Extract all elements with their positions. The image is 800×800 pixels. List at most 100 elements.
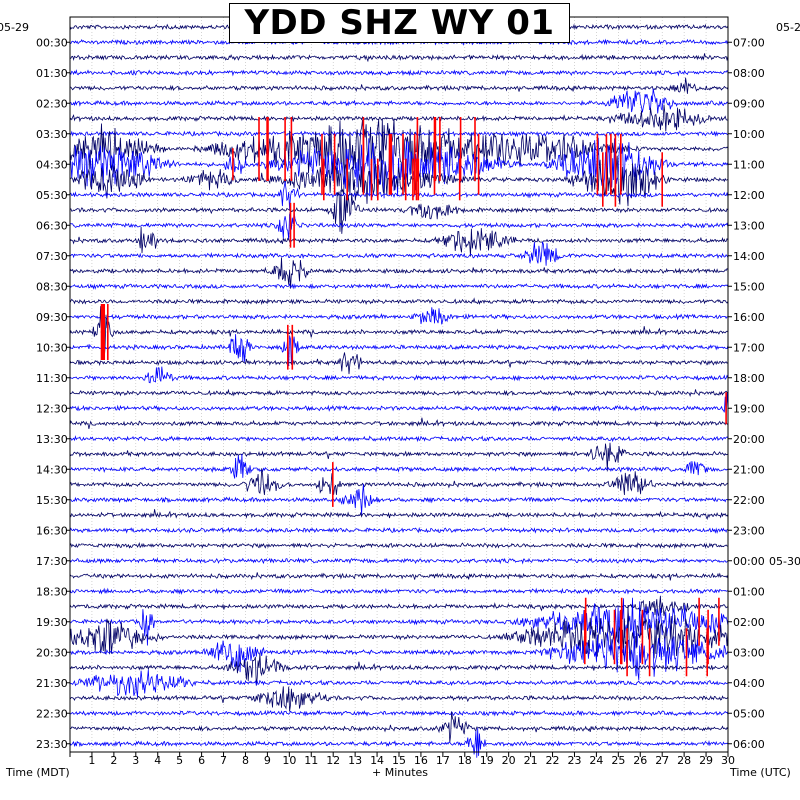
seismic-trace — [69, 393, 729, 418]
seismic-trace — [69, 257, 729, 289]
right-date-top-label: 05-2 — [776, 21, 800, 34]
minute-tick-label: 12 — [326, 754, 340, 767]
minute-tick-label: 22 — [546, 754, 560, 767]
seismic-trace — [69, 727, 729, 758]
seismic-trace — [69, 509, 729, 520]
minute-tick-label: 27 — [655, 754, 669, 767]
seismic-trace — [69, 154, 729, 207]
left-tick-label: 17:30 — [36, 555, 68, 568]
seismic-trace — [69, 226, 729, 257]
right-tick-label: 04:00 — [733, 677, 765, 690]
right-tick-label: 09:00 — [733, 97, 765, 110]
trace-layer — [69, 23, 729, 758]
right-tick-label: 00:00 — [733, 555, 765, 568]
left-tick-label: 23:30 — [36, 738, 68, 751]
right-tick-label: 19:00 — [733, 402, 765, 415]
minute-tick-label: 13 — [348, 754, 362, 767]
seismic-trace — [69, 557, 728, 565]
right-axis-label: Time (UTC) — [729, 766, 791, 779]
left-tick-label: 00:30 — [36, 36, 68, 49]
minute-tick-label: 10 — [282, 754, 296, 767]
seismic-trace — [69, 241, 729, 266]
seismic-trace — [69, 69, 729, 77]
right-tick-label: 21:00 — [733, 463, 765, 476]
seismic-trace — [69, 307, 729, 325]
left-date-label: 05-29 — [0, 21, 29, 34]
left-tick-label: 07:30 — [36, 250, 68, 263]
seismic-trace — [69, 306, 729, 360]
right-tick-label: 01:00 — [733, 585, 765, 598]
seismic-trace — [69, 435, 729, 443]
right-tick-label: 17:00 — [733, 341, 765, 354]
seismic-trace — [69, 669, 728, 698]
minute-tick-label: 16 — [414, 754, 428, 767]
minute-tick-label: 18 — [458, 754, 472, 767]
left-tick-label: 08:30 — [36, 280, 68, 293]
minute-tick-label: 3 — [132, 754, 139, 767]
right-date-change-label: 05-30 — [769, 555, 800, 568]
minute-tick-label: 23 — [567, 754, 581, 767]
left-tick-label: 13:30 — [36, 433, 68, 446]
right-tick-label: 07:00 — [733, 36, 765, 49]
right-tick-label: 22:00 — [733, 494, 765, 507]
seismic-trace — [69, 630, 729, 681]
chart-title-box: YDD SHZ WY 01 — [229, 3, 570, 43]
seismic-trace — [69, 526, 729, 534]
seismic-trace — [69, 605, 729, 661]
seismic-trace — [69, 88, 729, 114]
left-tick-label: 02:30 — [36, 97, 68, 110]
right-tick-label: 05:00 — [733, 707, 765, 720]
left-tick-label: 09:30 — [36, 311, 68, 324]
minute-tick-label: 25 — [611, 754, 625, 767]
minute-tick-label: 29 — [699, 754, 713, 767]
seismic-trace — [69, 297, 729, 306]
minutes-axis: 1 2 3 4 5 6 7 8 9 10 11 12 13 14 15 16 17 18 19 20 21 22 23 24 2… — [69, 752, 735, 767]
left-tick-label: 18:30 — [36, 585, 68, 598]
seismic-trace — [69, 417, 729, 429]
left-tick-label: 04:30 — [36, 158, 68, 171]
right-tick-label: 13:00 — [733, 219, 765, 232]
minute-tick-label: 2 — [110, 754, 117, 767]
minute-tick-label: 6 — [198, 754, 205, 767]
minute-tick-label: 30 — [721, 754, 735, 767]
seismic-trace — [69, 181, 729, 211]
seismic-trace — [69, 77, 729, 94]
right-tick-label: 12:00 — [733, 189, 765, 202]
left-tick-label: 03:30 — [36, 128, 68, 141]
seismic-trace — [69, 597, 729, 648]
minute-tick-label: 20 — [502, 754, 516, 767]
minute-tick-label: 7 — [220, 754, 227, 767]
seismic-trace — [69, 388, 729, 397]
seismic-trace — [69, 587, 729, 595]
right-tick-label: 14:00 — [733, 250, 765, 263]
left-tick-label: 15:30 — [36, 494, 68, 507]
minute-tick-label: 14 — [370, 754, 384, 767]
minute-tick-label: 9 — [264, 754, 271, 767]
right-tick-label: 10:00 — [733, 128, 765, 141]
seismic-trace — [69, 283, 729, 290]
right-tick-label: 15:00 — [733, 280, 765, 293]
minute-tick-label: 17 — [436, 754, 450, 767]
right-tick-label: 11:00 — [733, 158, 765, 171]
right-time-axis: 07:00 08:00 09:00 10:00 11:00 12:00 13:00 14:00… — [728, 36, 765, 751]
left-tick-label: 11:30 — [36, 372, 68, 385]
seismic-trace — [69, 334, 729, 367]
seismic-trace — [69, 453, 729, 479]
left-tick-label: 12:30 — [36, 402, 68, 415]
left-tick-label: 16:30 — [36, 524, 68, 537]
left-tick-label: 14:30 — [36, 463, 68, 476]
left-tick-label: 19:30 — [36, 616, 68, 629]
left-tick-label: 05:30 — [36, 189, 68, 202]
minute-tick-label: 24 — [589, 754, 603, 767]
seismic-trace — [69, 468, 729, 496]
minute-tick-label: 19 — [480, 754, 494, 767]
seismic-trace — [69, 352, 729, 375]
seismic-trace — [69, 542, 728, 550]
seismic-trace — [69, 483, 729, 515]
left-tick-label: 21:30 — [36, 677, 68, 690]
right-tick-label: 08:00 — [733, 67, 765, 80]
left-tick-label: 01:30 — [36, 67, 68, 80]
minute-tick-label: 4 — [154, 754, 161, 767]
right-tick-label: 20:00 — [733, 433, 765, 446]
